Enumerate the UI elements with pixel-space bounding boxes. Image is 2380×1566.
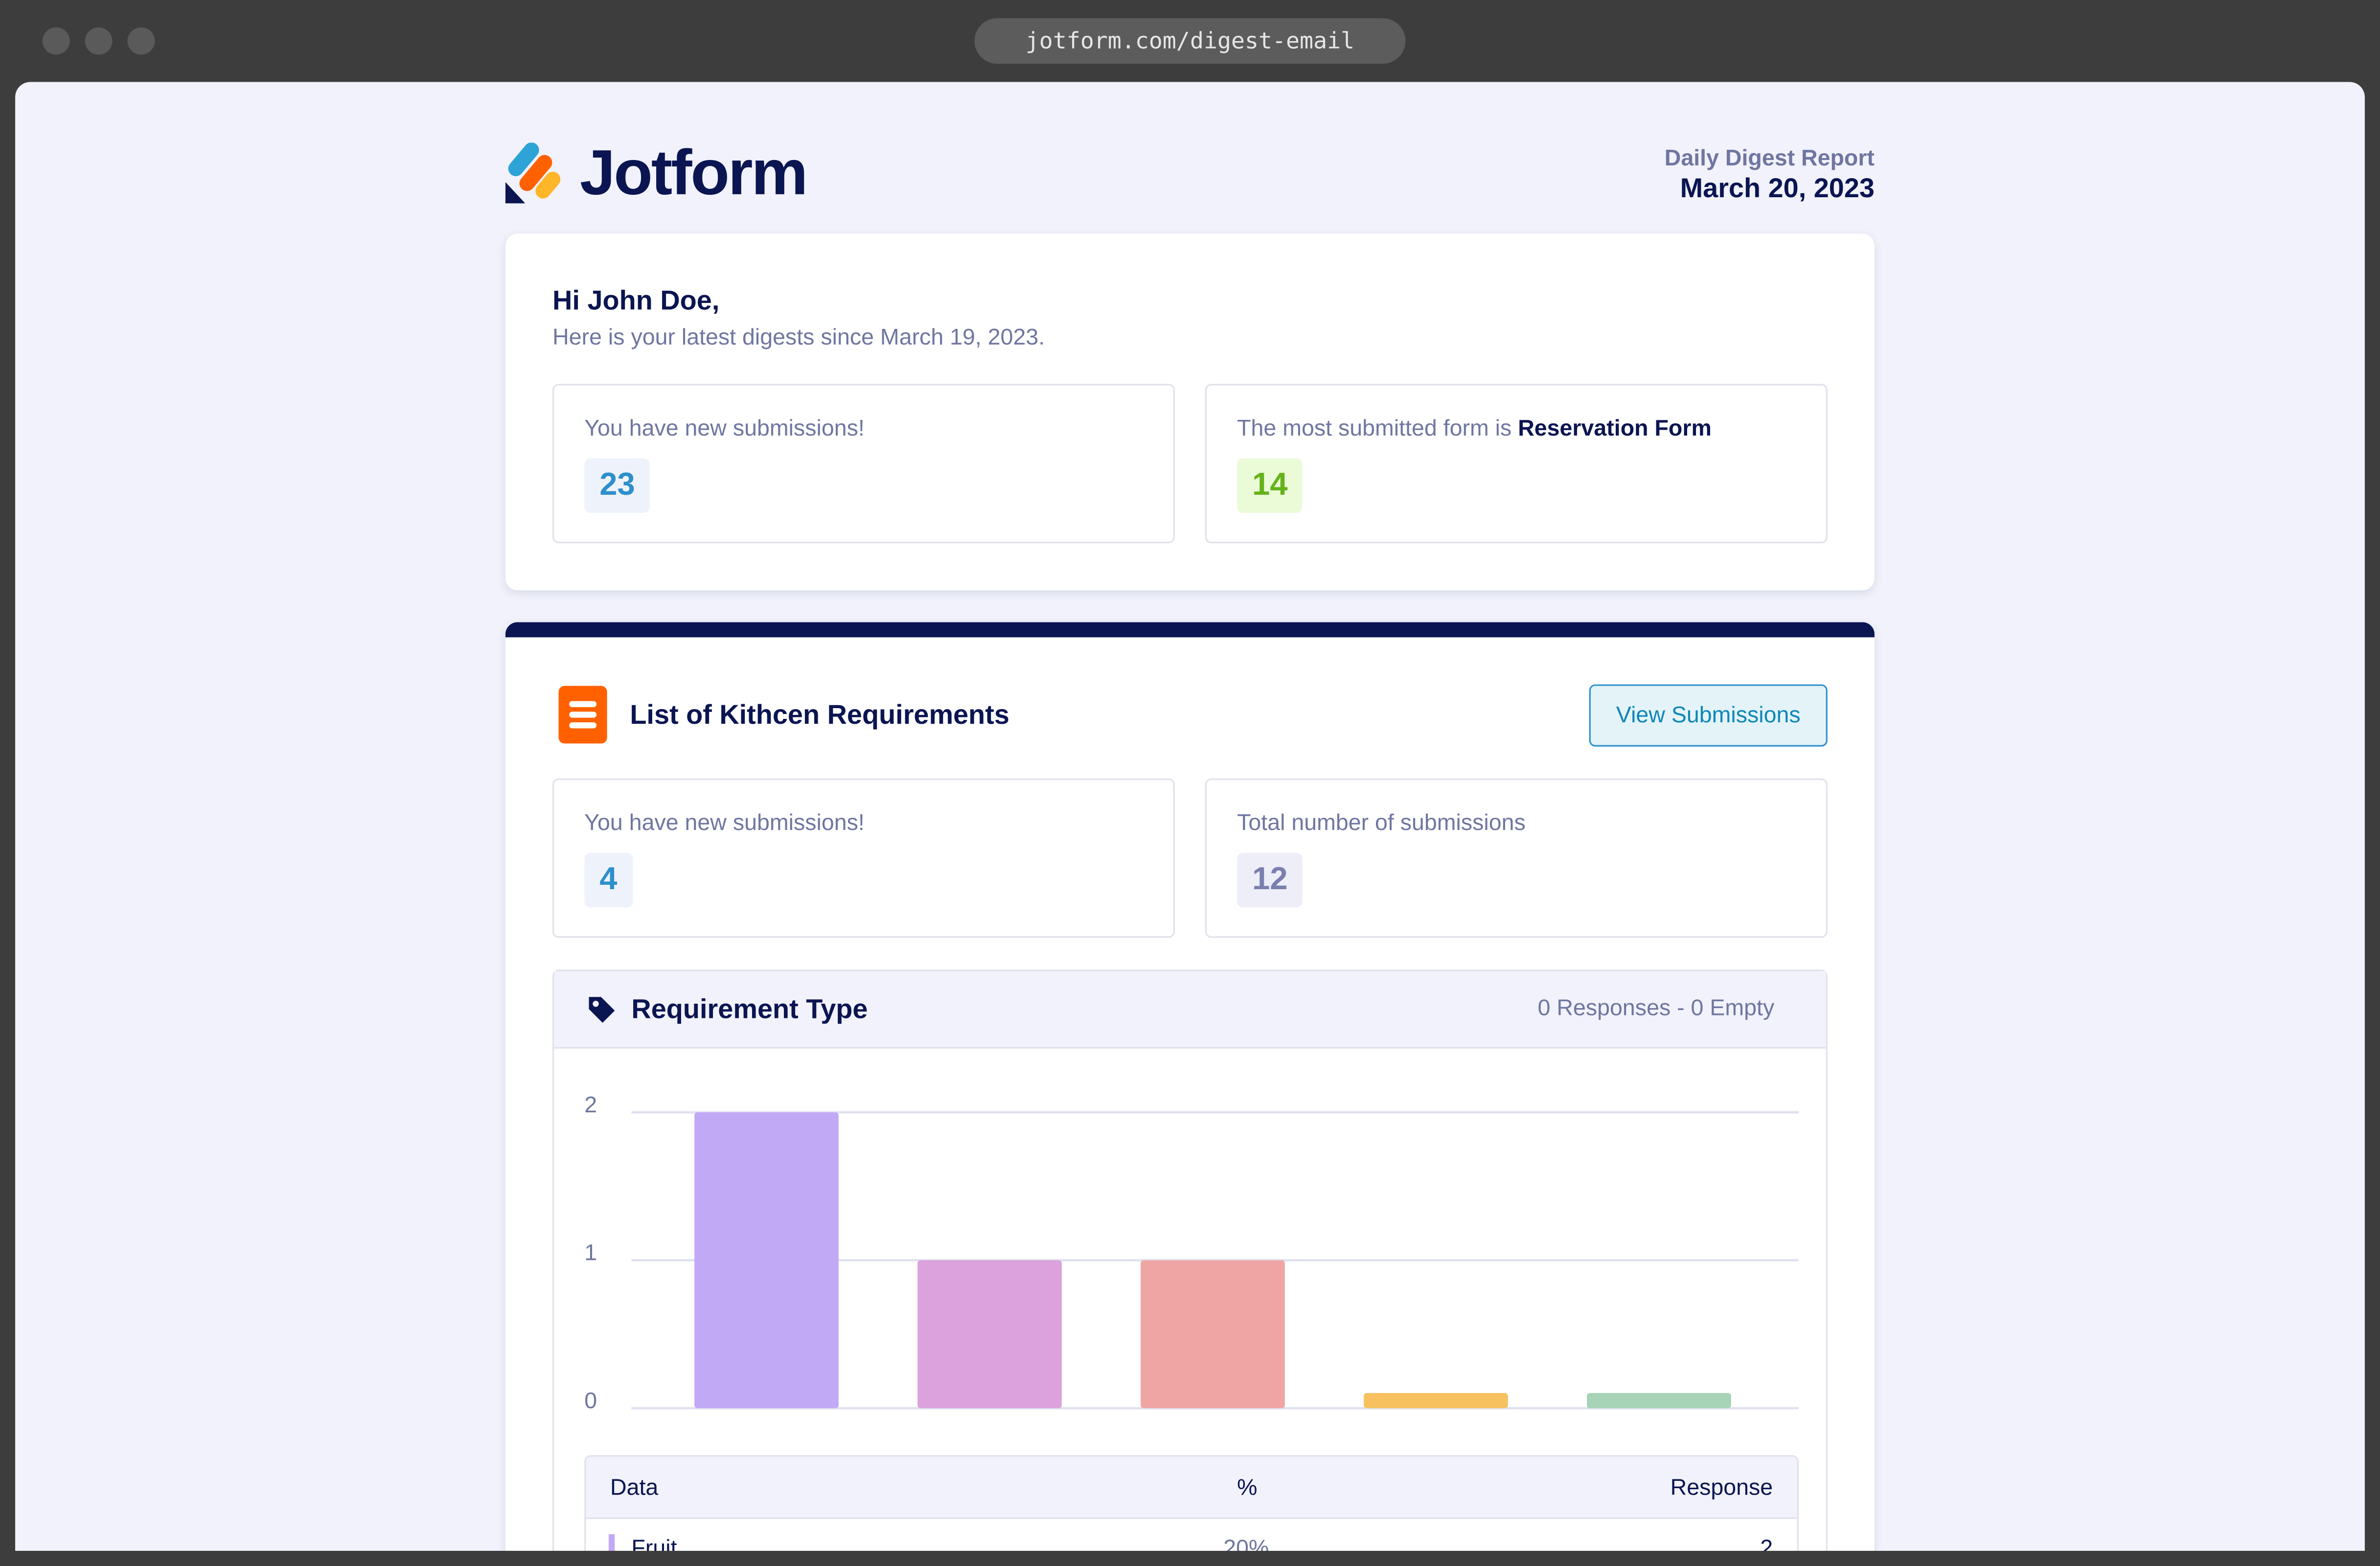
question-header <box>554 971 1826 1049</box>
stat-label: The most submitted form is Reservation F… <box>1237 416 1712 442</box>
cell: 2 <box>1760 1536 1773 1551</box>
report-date: March 20, 2023 <box>1680 173 1875 204</box>
stat-value: 14 <box>1237 458 1303 513</box>
stat-card: You have new submissions! 23 <box>552 384 1175 544</box>
question-box: Requirement Type 0 Responses - 0 Empty 0… <box>552 969 1828 1551</box>
view-submissions-button[interactable]: View Submissions <box>1589 684 1828 747</box>
bar <box>694 1112 839 1408</box>
column-header: % <box>1237 1474 1258 1501</box>
address-bar[interactable]: jotform.com/digest-email <box>974 18 1406 64</box>
bar <box>917 1260 1062 1408</box>
cell: Fruit <box>631 1536 677 1551</box>
greeting-subtitle: Here is your latest digests since March … <box>552 324 1045 351</box>
bar <box>1587 1393 1731 1408</box>
stat-card: The most submitted form is Reservation F… <box>1205 384 1828 544</box>
stat-value: 4 <box>584 852 633 908</box>
y-tick-label: 1 <box>584 1240 597 1265</box>
data-table: Data % Response Fruit 20% 2 <box>584 1455 1799 1551</box>
window-dot <box>127 27 155 55</box>
question-title: Requirement Type <box>631 994 868 1025</box>
y-tick-label: 2 <box>584 1092 597 1117</box>
form-name: Reservation Form <box>1518 415 1712 442</box>
cell: 20% <box>1223 1536 1269 1551</box>
stat-label: You have new submissions! <box>584 415 865 442</box>
stat-label-text: The most submitted form is <box>1237 415 1512 442</box>
stat-value: 12 <box>1237 852 1303 908</box>
form-card: List of Kithcen Requirements View Submis… <box>505 622 1875 1551</box>
window-dot <box>85 27 113 55</box>
table-header <box>586 1456 1797 1519</box>
stat-label: Total number of submissions <box>1237 810 1526 836</box>
column-header: Data <box>610 1474 659 1501</box>
stat-card: You have new submissions! 4 <box>552 778 1175 938</box>
bar <box>1141 1260 1285 1408</box>
row-color-swatch <box>608 1534 615 1551</box>
bar <box>1364 1393 1508 1408</box>
stat-label: You have new submissions! <box>584 810 865 836</box>
y-tick-label: 0 <box>584 1387 597 1413</box>
stat-card: Total number of submissions 12 <box>1205 778 1828 938</box>
stat-value: 23 <box>584 458 650 513</box>
column-header: Response <box>1670 1474 1773 1501</box>
greeting-card: Hi John Doe, Here is your latest digests… <box>505 233 1875 591</box>
window-dot <box>42 27 70 55</box>
greeting-title: Hi John Doe, <box>552 285 720 316</box>
tag-icon <box>589 997 615 1023</box>
logo-icon <box>505 142 561 204</box>
question-summary: 0 Responses - 0 Empty <box>1537 995 1775 1021</box>
email-page: Jotform Daily Digest Report March 20, 20… <box>15 82 2365 1551</box>
form-icon <box>558 686 607 744</box>
form-title: List of Kithcen Requirements <box>630 699 1009 730</box>
brand: Jotform <box>579 137 808 208</box>
report-label: Daily Digest Report <box>1664 145 1875 172</box>
bar-chart: 0 1 2 <box>584 1092 1799 1413</box>
